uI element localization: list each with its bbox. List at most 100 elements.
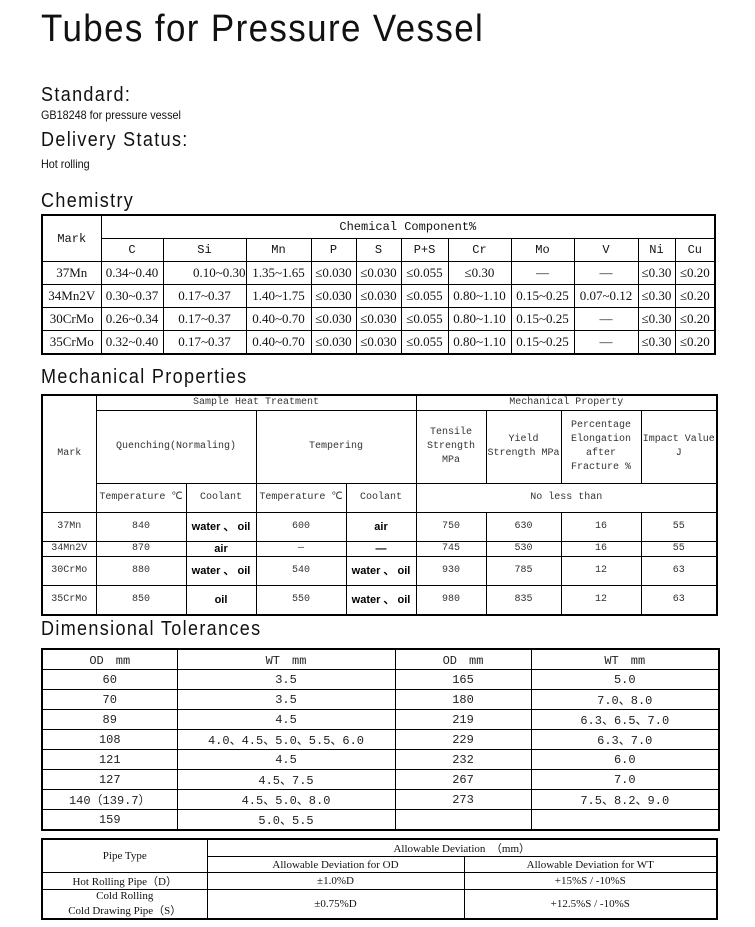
table-row: 35CrMo 850 oil 550 water 、 oil 980 835 12 63 <box>41 585 718 616</box>
subheader: Coolant <box>345 483 417 513</box>
deviation-table: Pipe Type Allowable Deviation （mm） Allowab… <box>41 838 718 920</box>
table-cell: — <box>345 541 417 557</box>
row-mark: 37Mn <box>41 261 102 285</box>
standard-value: GB18248 for pressure vessel <box>41 108 181 122</box>
row-mark: 34Mn2V <box>41 541 97 557</box>
table-cell: 6.3、7.0 <box>530 729 720 750</box>
table-cell: 1.35~1.65 <box>245 261 312 285</box>
table-cell: 89 <box>41 709 178 730</box>
table-cell: ≤0.030 <box>355 261 402 285</box>
table-cell: ≤0.20 <box>674 330 716 355</box>
table-cell: — <box>255 541 347 557</box>
delivery-label: Delivery Status: <box>41 129 189 151</box>
table-cell: 0.40~0.70 <box>245 330 312 355</box>
table-cell: ≤0.30 <box>637 330 676 355</box>
table-cell: — <box>573 330 639 355</box>
table-cell: 550 <box>255 585 347 616</box>
column-header-od: Allowable Deviation for OD <box>206 856 465 873</box>
table-cell: 0.17~0.37 <box>162 284 247 308</box>
table-cell: 3.5 <box>176 669 396 690</box>
column-header-mark: Mark <box>41 214 102 262</box>
column-header: Si <box>162 238 247 262</box>
table-cell: ≤0.30 <box>637 284 676 308</box>
table-cell: 159 <box>41 809 178 831</box>
subheader: Coolant <box>185 483 257 513</box>
table-cell: 600 <box>255 512 347 542</box>
subheader: Temperature ℃ <box>95 483 187 513</box>
table-cell: ≤0.030 <box>310 307 357 331</box>
table-cell: 0.07~0.12 <box>573 284 639 308</box>
table-cell: 0.32~0.40 <box>100 330 164 355</box>
dimensional-heading: Dimensional Tolerances <box>41 618 262 640</box>
table-cell: ≤0.30 <box>637 261 676 285</box>
table-row: 159 5.0、5.5 <box>41 809 720 831</box>
table-cell: 0.15~0.25 <box>510 284 575 308</box>
table-cell: 835 <box>485 585 562 616</box>
row-mark: 34Mn2V <box>41 284 102 308</box>
table-row: 37Mn 840 water 、 oil 600 air 750 630 16 55 <box>41 512 718 542</box>
table-cell: 630 <box>485 512 562 542</box>
header-row: OD mm WT mm OD mm WT mm <box>41 648 720 670</box>
dimensional-table: OD mm WT mm OD mm WT mm 60 3.5 165 5.0 70 3.5 180 7… <box>41 648 720 831</box>
header-property: Yield Strength MPa <box>485 410 562 484</box>
page-title: Tubes for Pressure Vessel <box>41 8 485 50</box>
table-cell: ≤0.20 <box>674 307 716 331</box>
table-row: 89 4.5 219 6.3、6.5、7.0 <box>41 709 720 730</box>
column-header-mark: Mark <box>41 394 97 513</box>
table-row: 140（139.7） 4.5、5.0、8.0 273 7.5、8.2、9.0 <box>41 789 720 810</box>
table-cell: ≤0.030 <box>355 284 402 308</box>
table-cell: ≤0.055 <box>400 330 449 355</box>
header-row: Temperature ℃ Coolant Temperature ℃ Coolant… <box>42 483 718 513</box>
table-cell: — <box>573 261 639 285</box>
column-header: WT mm <box>530 648 720 670</box>
table-cell: 880 <box>95 556 187 586</box>
row-mark: 30CrMo <box>41 556 97 586</box>
table-cell: 165 <box>394 669 532 690</box>
table-cell: 0.80~1.10 <box>447 284 512 308</box>
table-cell: 840 <box>95 512 187 542</box>
column-header: V <box>573 238 639 262</box>
header-tempering: Tempering <box>255 410 417 484</box>
header-row: Pipe Type Allowable Deviation （mm） <box>41 838 718 873</box>
table-cell: ≤0.030 <box>355 330 402 355</box>
table-cell: 870 <box>95 541 187 557</box>
standard-label: Standard: <box>41 84 132 106</box>
table-cell: 0.17~0.37 <box>162 307 247 331</box>
table-cell: 16 <box>560 512 642 542</box>
column-header: Cr <box>447 238 512 262</box>
column-header-wt: Allowable Deviation for WT <box>463 856 718 873</box>
column-header: Cu <box>674 238 716 262</box>
mechanical-heading: Mechanical Properties <box>41 366 248 388</box>
chemistry-heading: Chemistry <box>41 190 135 212</box>
table-cell: 60 <box>41 669 178 690</box>
table-cell: 232 <box>394 749 532 770</box>
table-cell: 5.0 <box>530 669 720 690</box>
header-row: Mark Sample Heat Treatment Mechanical Prop… <box>41 394 718 513</box>
table-row: Cold Rolling Cold Drawing Pipe（S） ±0.75%D… <box>41 889 718 920</box>
column-header: C <box>100 238 164 262</box>
table-cell: 5.0、5.5 <box>176 809 396 831</box>
table-row: 37Mn 0.34~0.40 0.10~0.30 1.35~1.65 ≤0.030 ≤0.… <box>41 261 716 285</box>
table-cell: 0.17~0.37 <box>162 330 247 355</box>
table-cell: 540 <box>255 556 347 586</box>
column-header: S <box>355 238 402 262</box>
table-cell: 6.0 <box>530 749 720 770</box>
row-mark: 37Mn <box>41 512 97 542</box>
table-cell: 7.0 <box>530 769 720 790</box>
table-cell: 7.5、8.2、9.0 <box>530 789 720 810</box>
table-cell: ≤0.030 <box>310 261 357 285</box>
table-cell: oil <box>185 585 257 616</box>
column-header-pipe-type: Pipe Type <box>41 838 208 873</box>
column-header: Mn <box>245 238 312 262</box>
table-cell: 4.5、5.0、8.0 <box>176 789 396 810</box>
row-mark: 35CrMo <box>41 585 97 616</box>
column-header: Mo <box>510 238 575 262</box>
table-cell <box>394 809 532 831</box>
table-cell: ±1.0%D <box>206 872 465 890</box>
header-property: Tensile Strength MPa <box>415 410 487 484</box>
table-cell: +12.5%S / -10%S <box>463 889 718 920</box>
table-cell: 267 <box>394 769 532 790</box>
table-cell: — <box>573 307 639 331</box>
table-cell: ≤0.030 <box>355 307 402 331</box>
header-property: Percentage Elongation after Fracture % <box>560 410 642 484</box>
